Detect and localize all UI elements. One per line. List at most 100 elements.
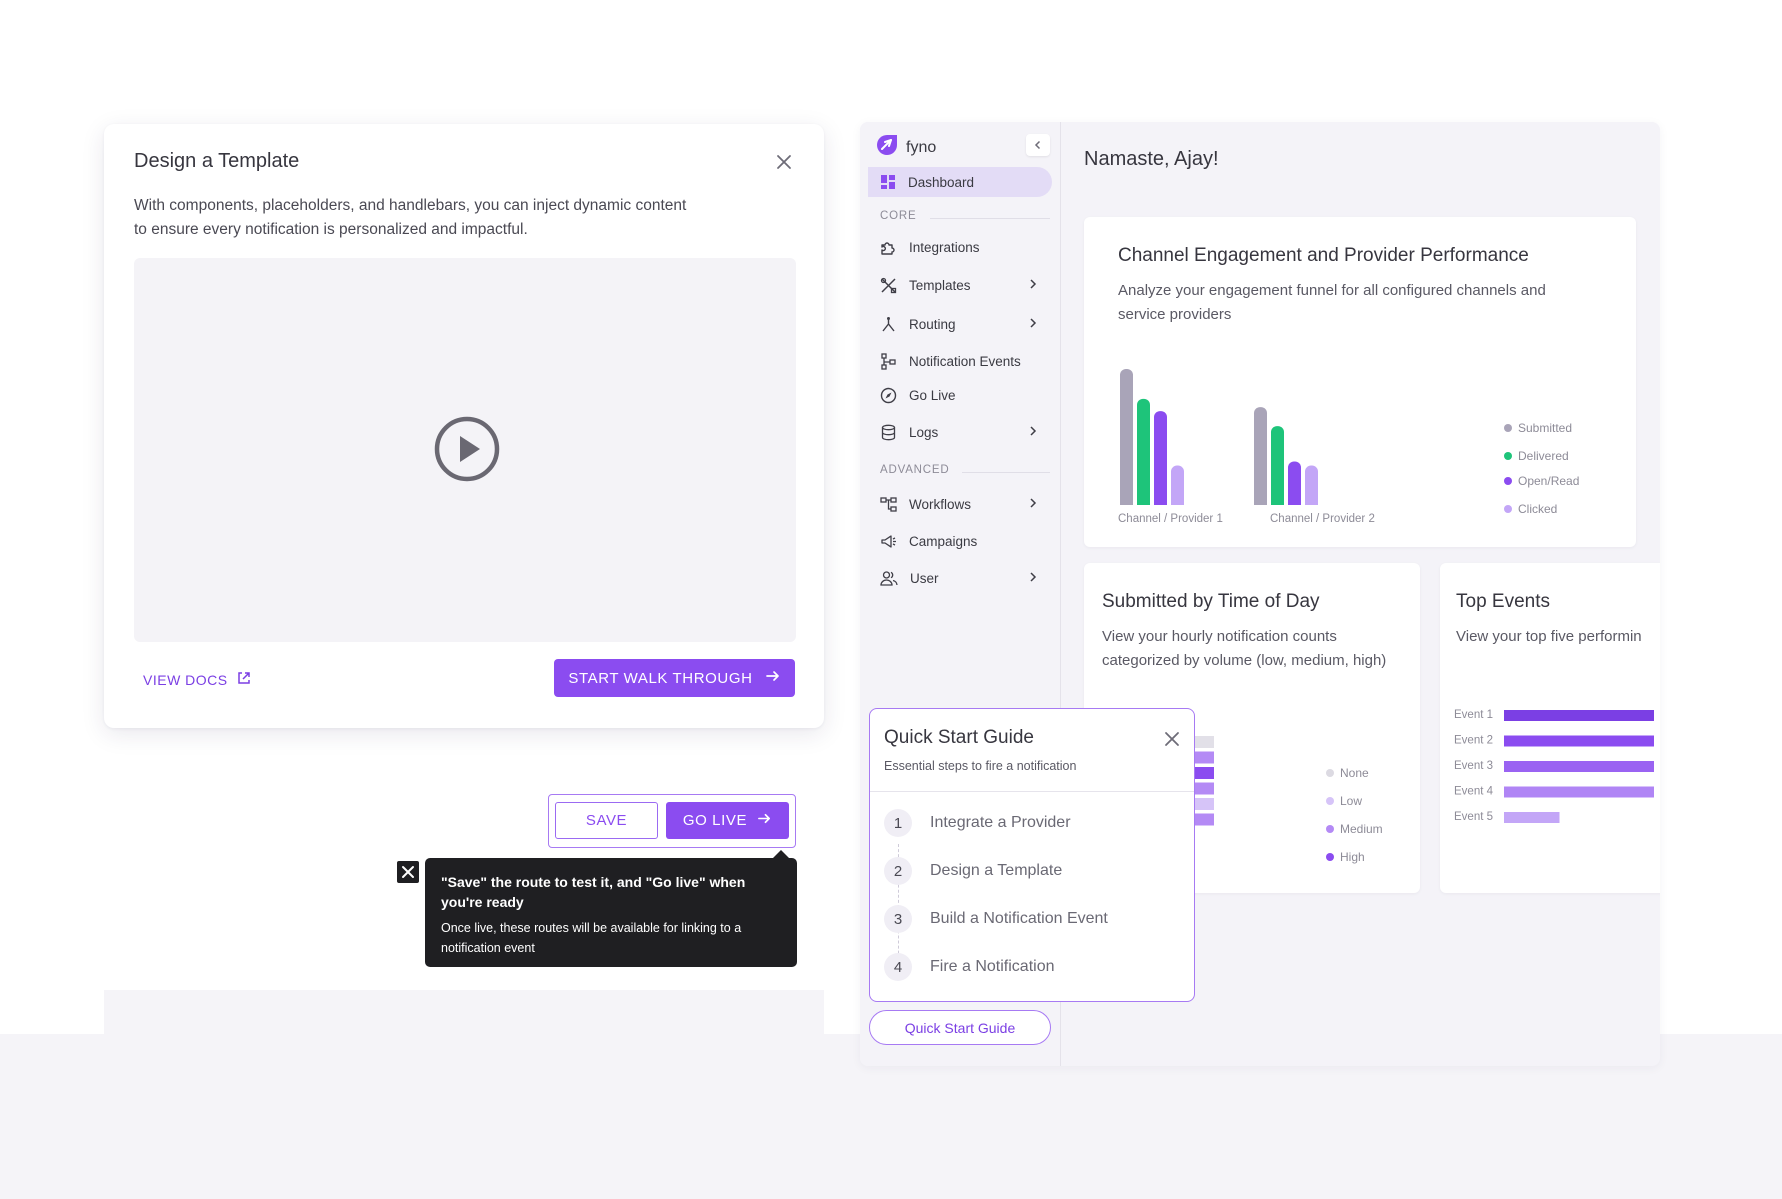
legend-label: Submitted <box>1518 421 1573 435</box>
close-icon[interactable] <box>1162 729 1182 749</box>
card-description: View your top five performin <box>1456 628 1642 645</box>
event-bar <box>1504 812 1560 823</box>
view-docs-link[interactable]: VIEW DOCS <box>143 670 252 689</box>
legend-delivered: Delivered <box>1504 449 1569 463</box>
go-live-button[interactable]: GO LIVE <box>666 802 789 839</box>
step-label: Build a Notification Event <box>930 910 1108 927</box>
legend-dot <box>1326 853 1334 861</box>
card-description: View your hourly notification counts cat… <box>1102 628 1387 669</box>
legend-low: Low <box>1326 794 1362 808</box>
bar-base <box>1120 499 1133 505</box>
bar-base <box>1137 499 1150 505</box>
quick-start-step[interactable]: 4 Fire a Notification <box>884 953 1055 981</box>
quick-start-subtitle: Essential steps to fire a notification <box>884 759 1077 773</box>
go-live-label: GO LIVE <box>682 812 748 829</box>
bar-delivered-2 <box>1271 426 1284 505</box>
legend-label: Delivered <box>1518 449 1569 463</box>
event-label: Event 1 <box>1454 709 1493 721</box>
sidebar-item-logs[interactable]: Logs <box>868 417 1052 447</box>
close-icon[interactable] <box>772 150 796 174</box>
brand[interactable]: fyno <box>876 134 936 161</box>
chevron-right-icon <box>1030 572 1037 582</box>
sidebar-item-notification-events[interactable]: Notification Events <box>868 346 1052 376</box>
legend-submitted: Submitted <box>1504 421 1572 435</box>
sidebar-item-go-live[interactable]: Go Live <box>868 380 1052 410</box>
puzzle-icon <box>881 241 895 255</box>
sidebar-item-workflows[interactable]: Workflows <box>868 489 1052 519</box>
top-events-card: Top Events View your top five performin … <box>1440 563 1660 893</box>
bar-clicked-2 <box>1305 465 1318 505</box>
sidebar-item-user[interactable]: User <box>868 563 1052 593</box>
legend-label: Open/Read <box>1518 474 1580 488</box>
legend-none: None <box>1326 766 1369 780</box>
sidebar-item-integrations[interactable]: Integrations <box>868 232 1052 262</box>
bar-base <box>1154 499 1167 505</box>
sidebar-item-templates[interactable]: Templates <box>868 270 1052 300</box>
bar-base <box>1288 499 1301 505</box>
legend-dot <box>1326 769 1334 777</box>
video-player[interactable] <box>134 258 796 642</box>
sidebar-item-label: Campaigns <box>909 533 978 549</box>
chevron-left-icon <box>1034 140 1041 150</box>
sidebar-item-label: Logs <box>909 424 939 440</box>
tooltip-title: "Save" the route to test it, and "Go liv… <box>441 874 746 910</box>
save-button[interactable]: SAVE <box>555 802 658 839</box>
step-number: 1 <box>884 809 912 837</box>
legend-label: None <box>1340 766 1369 780</box>
sidebar-item-label: Workflows <box>909 496 972 512</box>
quick-start-step[interactable]: 3 Build a Notification Event <box>884 905 1108 933</box>
database-icon <box>881 424 896 440</box>
chevron-right-icon <box>1030 426 1037 436</box>
quick-start-guide-button[interactable]: Quick Start Guide <box>869 1010 1051 1045</box>
divider <box>930 218 1050 219</box>
x-axis-label: Channel / Provider 2 <box>1270 513 1375 525</box>
external-link-icon <box>236 670 252 689</box>
quick-start-step[interactable]: 2 Design a Template <box>884 857 1062 885</box>
modal-title: Design a Template <box>134 150 300 172</box>
step-label: Design a Template <box>930 862 1063 879</box>
top-events-chart: Event 1 Event 2 Event 3 Event 4 Event 5 <box>1454 709 1654 823</box>
step-number: 2 <box>884 857 912 885</box>
sidebar-item-campaigns[interactable]: Campaigns <box>868 526 1052 556</box>
event-label: Event 3 <box>1454 760 1493 772</box>
modal-description: With components, placeholders, and handl… <box>134 197 687 238</box>
go-live-tooltip: "Save" the route to test it, and "Go liv… <box>425 850 797 967</box>
legend-label: Low <box>1340 794 1363 808</box>
bar-base <box>1171 499 1184 505</box>
card-description: Analyze your engagement funnel for all c… <box>1118 282 1546 323</box>
chevron-right-icon <box>1030 498 1037 508</box>
legend-dot <box>1326 825 1334 833</box>
tooltip-close-icon[interactable] <box>396 860 420 884</box>
sidebar-item-label: Integrations <box>909 239 980 255</box>
tools-icon <box>880 277 897 293</box>
compass-icon <box>880 387 897 403</box>
design-template-modal: Design a Template With components, place… <box>104 124 824 728</box>
fyno-logo-icon <box>876 134 898 161</box>
collapse-sidebar-button[interactable] <box>1026 134 1050 156</box>
x-axis-label: Channel / Provider 1 <box>1118 513 1223 525</box>
play-icon[interactable] <box>434 416 500 482</box>
page-title: Namaste, Ajay! <box>1084 148 1219 170</box>
route-action-group: SAVE GO LIVE <box>548 794 796 848</box>
legend-dot <box>1504 477 1512 485</box>
legend-dot <box>1504 452 1512 460</box>
quick-start-step[interactable]: 1 Integrate a Provider <box>884 809 1071 837</box>
legend-clicked: Clicked <box>1504 502 1557 516</box>
sidebar-item-dashboard[interactable]: Dashboard <box>868 167 1052 197</box>
event-label: Event 4 <box>1454 786 1494 798</box>
legend-dot <box>1504 424 1512 432</box>
divider <box>962 472 1050 473</box>
legend-high: High <box>1326 850 1365 864</box>
arrow-right-icon <box>765 668 781 688</box>
megaphone-icon <box>881 534 896 548</box>
sidebar-item-routing[interactable]: Routing <box>868 309 1052 339</box>
route-editor-footer <box>104 990 824 1066</box>
bar-delivered-1 <box>1137 398 1150 505</box>
step-number: 4 <box>884 953 912 981</box>
step-label: Integrate a Provider <box>930 814 1071 831</box>
start-walk-through-button[interactable]: START WALK THROUGH <box>554 659 795 697</box>
quick-start-panel: Quick Start Guide Essential steps to fir… <box>869 708 1195 1002</box>
routing-icon <box>882 316 895 331</box>
walk-through-label: START WALK THROUGH <box>568 669 753 687</box>
bar-base <box>1305 499 1318 505</box>
